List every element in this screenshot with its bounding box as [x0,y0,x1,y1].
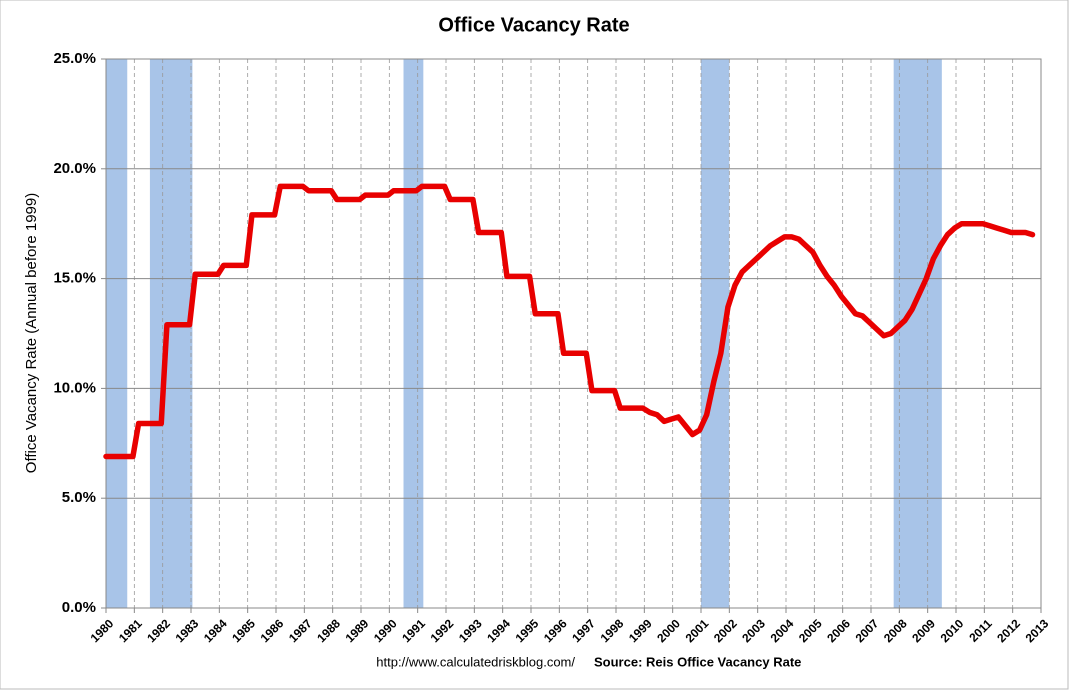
y-tick-label: 25.0% [53,50,96,67]
y-tick-label: 5.0% [62,489,96,506]
recession-band [893,59,942,608]
recession-band [403,59,424,608]
y-tick-label: 20.0% [53,160,96,177]
chart-title: Office Vacancy Rate [438,14,629,36]
y-axis-label: Office Vacancy Rate (Annual before 1999) [23,193,40,473]
y-tick-label: 15.0% [53,270,96,287]
footer-source: Source: Reis Office Vacancy Rate [594,654,801,669]
series-line [103,183,1036,460]
plot-border [105,58,1042,609]
recession-band [106,59,128,608]
recession-band [149,59,193,608]
y-tick-label: 0.0% [62,599,96,616]
footer-url: http://www.calculatedriskblog.com/ [376,654,575,669]
y-tick-label: 10.0% [53,379,96,396]
